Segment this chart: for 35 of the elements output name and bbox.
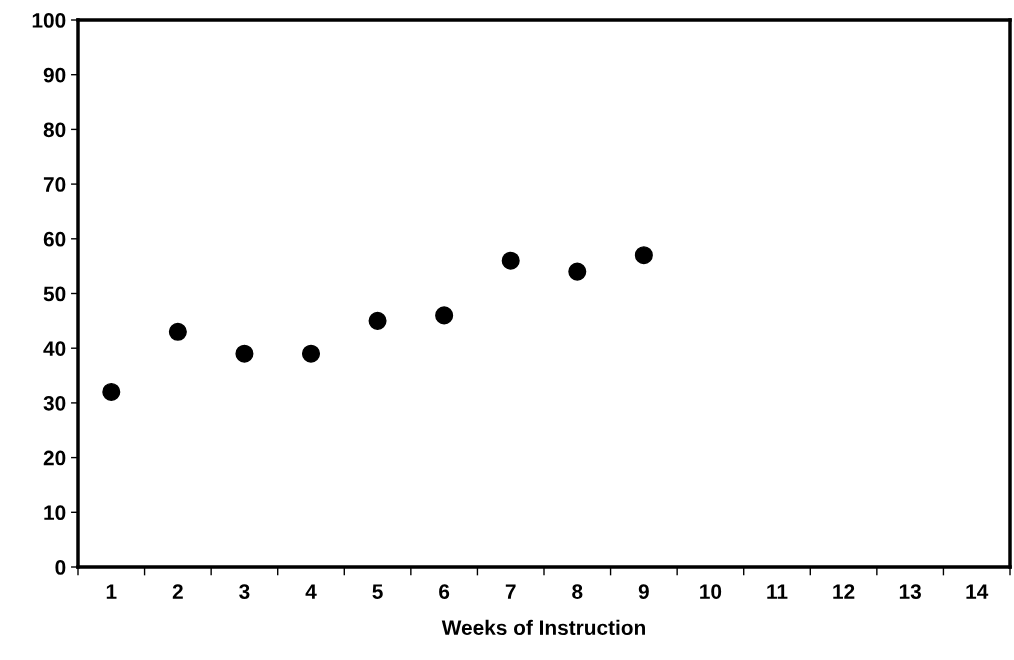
- x-tick-label: 4: [305, 584, 317, 599]
- x-tick-label: 8: [572, 584, 583, 599]
- point: [568, 262, 587, 281]
- y-tick-label: 40: [43, 341, 66, 356]
- x-axis-title: Weeks of Instruction: [441, 619, 645, 636]
- x-tick-label: 1: [106, 584, 117, 599]
- y-tick-label: 70: [43, 177, 66, 192]
- point: [301, 344, 321, 363]
- x-tick-label: 3: [239, 584, 250, 599]
- y-tick-label: 90: [43, 67, 66, 83]
- x-tick-label: 10: [700, 584, 722, 599]
- y-tick-label: 0: [55, 560, 66, 575]
- point: [435, 306, 454, 325]
- x-tick-label: 5: [372, 584, 383, 599]
- y-tick-label: 30: [43, 395, 66, 411]
- point: [501, 251, 520, 270]
- x-tick-label: 13: [899, 584, 921, 599]
- point: [368, 311, 387, 330]
- point: [168, 322, 187, 341]
- y-tick-label: 10: [44, 505, 66, 521]
- y-tick-label: 100: [32, 13, 66, 28]
- point: [102, 382, 121, 401]
- point: [235, 344, 254, 363]
- x-tick-label: 9: [638, 584, 649, 599]
- x-tick-label: 11: [767, 584, 788, 599]
- y-tick-label: 50: [43, 286, 66, 302]
- point: [634, 246, 653, 265]
- x-tick-label: 12: [833, 584, 855, 599]
- y-tick-label: 80: [43, 122, 66, 138]
- y-tick-label: 60: [43, 231, 66, 247]
- x-tick-label: 14: [966, 584, 989, 599]
- x-tick-label: 7: [505, 584, 516, 599]
- y-tick-label: 20: [43, 450, 66, 466]
- x-tick-label: 6: [439, 584, 450, 599]
- x-tick-label: 2: [172, 584, 183, 599]
